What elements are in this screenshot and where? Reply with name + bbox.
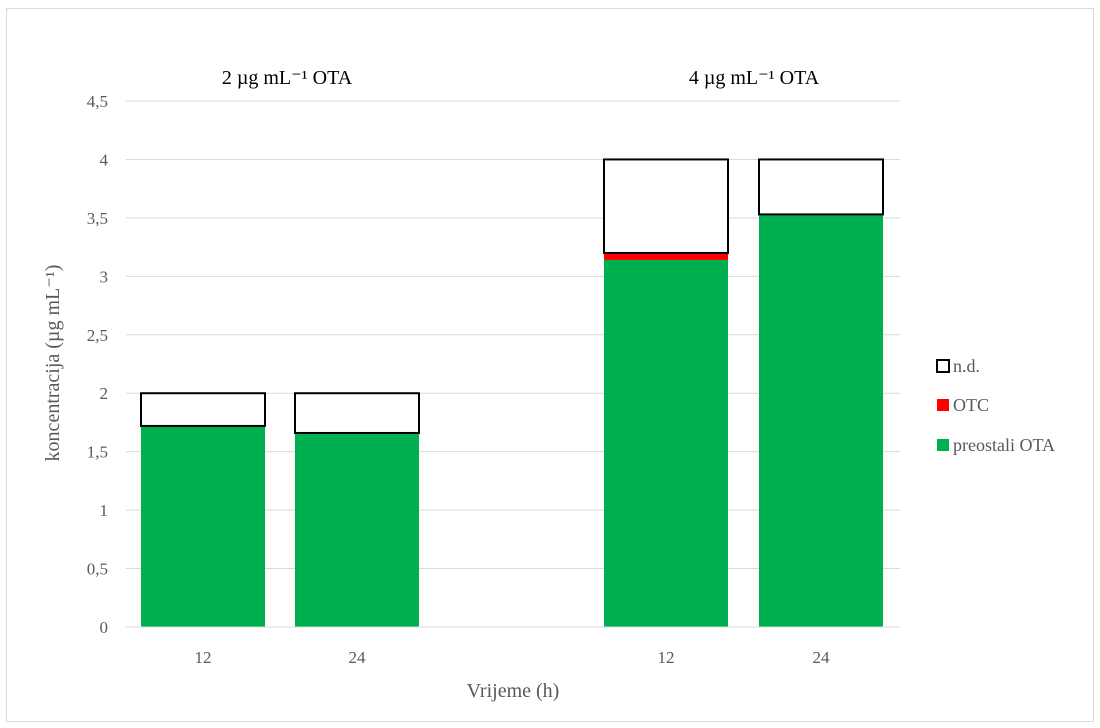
bar-segment-n-d- [294,392,420,434]
bar-segment-preostali-ota [604,259,728,627]
legend-swatch [936,359,950,373]
legend-label: OTC [953,395,989,415]
bar-segment-n-d- [140,392,266,427]
y-tick-label: 1 [100,501,109,520]
group-label: 4 µg mL⁻¹ OTA [689,67,820,89]
x-tick-label: 12 [658,648,675,667]
y-tick-label: 0,5 [87,560,108,579]
y-tick-label: 1,5 [87,443,108,462]
legend-swatch [937,399,949,411]
y-axis-title: koncentracija (µg mL⁻¹) [42,265,64,462]
bar-segment-n-d- [603,158,729,254]
y-tick-label: 4 [100,150,109,169]
bar-segment-preostali-ota [759,214,883,628]
legend-label: preostali OTA [953,435,1055,455]
bar-segment-n-d- [758,158,884,216]
y-tick-label: 3,5 [87,209,108,228]
bar-segment-otc [604,252,728,260]
x-axis-title: Vrijeme (h) [467,680,560,702]
y-tick-label: 4,5 [87,92,108,111]
x-tick-label: 24 [349,648,367,667]
legend-swatch [937,439,949,451]
y-tick-label: 3 [100,267,109,286]
y-tick-label: 0 [100,618,109,637]
x-tick-label: 24 [813,648,831,667]
legend-label: n.d. [953,356,980,376]
y-tick-label: 2 [100,384,109,403]
x-tick-label: 12 [195,648,212,667]
group-label: 2 µg mL⁻¹ OTA [222,67,353,89]
bar-segment-preostali-ota [295,432,419,627]
bar-segment-preostali-ota [141,425,265,627]
y-tick-label: 2,5 [87,326,108,345]
